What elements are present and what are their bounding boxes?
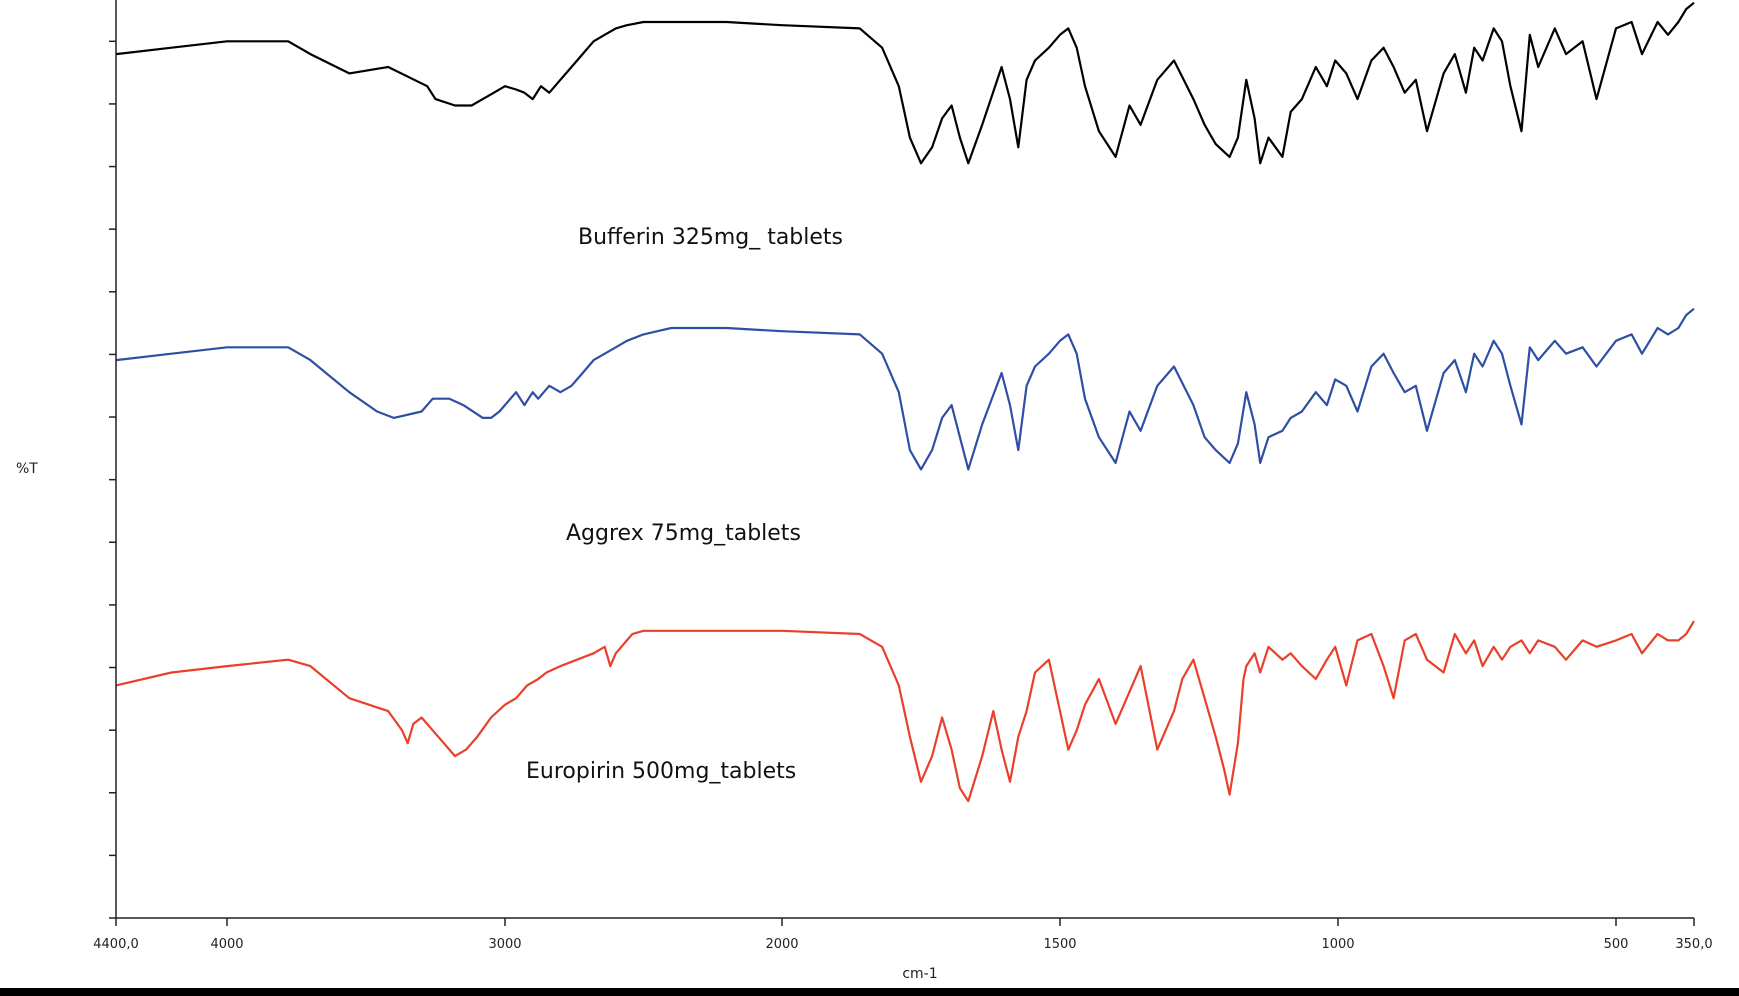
series-line-3 xyxy=(115,620,1695,803)
plot-area: Bufferin 325mg_ tablets Aggrex 75mg_table… xyxy=(115,1,1695,803)
series-line-1 xyxy=(115,1,1695,165)
series-label-2: Aggrex 75mg_tablets xyxy=(566,521,801,546)
x-tick-label: 500 xyxy=(1604,937,1629,952)
series-label-3: Europirin 500mg_tablets xyxy=(526,759,796,784)
x-tick-label: 1000 xyxy=(1321,937,1354,952)
y-axis-label: %T xyxy=(16,461,38,477)
x-tick-label: 2000 xyxy=(765,937,798,952)
x-tick-label: 3000 xyxy=(488,937,521,952)
x-tick-label: 4400,0 xyxy=(93,937,139,952)
series-line-2 xyxy=(115,307,1695,471)
series-label-1: Bufferin 325mg_ tablets xyxy=(578,225,843,250)
x-axis-label: cm-1 xyxy=(902,966,937,982)
x-tick-label: 1500 xyxy=(1043,937,1076,952)
x-axis: 4400,0 4000 3000 2000 1500 1000 500 350,0 xyxy=(93,917,1713,952)
bottom-border xyxy=(0,988,1739,996)
y-axis xyxy=(109,0,117,919)
x-tick-label: 350,0 xyxy=(1675,937,1712,952)
x-tick-label: 4000 xyxy=(210,937,243,952)
